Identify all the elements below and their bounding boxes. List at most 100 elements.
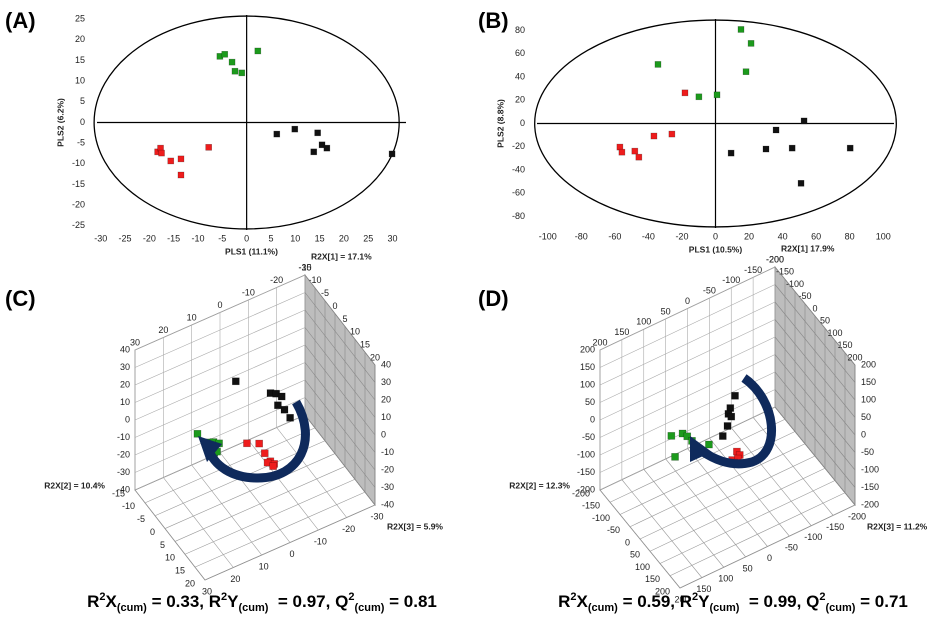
x-tick-label: 20: [339, 233, 349, 243]
y-tick-label: -150: [577, 467, 595, 477]
y-tick-label: 20: [75, 34, 85, 44]
x-tick-label: -15: [112, 488, 125, 498]
x-tick-label: 5: [268, 233, 273, 243]
grid-line: [599, 489, 681, 589]
z-tick-label: -10: [314, 536, 327, 546]
y-tick-label: -150: [861, 482, 879, 492]
y-tick-label: -20: [381, 464, 394, 474]
grid-line: [774, 284, 856, 383]
point: [238, 69, 246, 77]
grid-line: [774, 301, 856, 401]
grid-line: [304, 379, 376, 471]
z-tick-label: 10: [187, 312, 197, 322]
x-tick-label: 50: [630, 550, 640, 560]
caption-part: (cum): [239, 602, 269, 614]
x-tick-label: 200: [847, 352, 862, 362]
caption: R2X(cum) = 0.33, R2Y(cum) = 0.97, Q2(cum…: [87, 591, 437, 614]
x-tick-label: 0: [244, 233, 249, 243]
x-tick-label: -40: [642, 231, 655, 241]
grid-line: [134, 292, 306, 368]
point: [705, 440, 713, 449]
y-tick-label: -30: [117, 467, 130, 477]
caption-part: (cum): [710, 602, 740, 614]
grid-line: [774, 319, 856, 418]
grid-line: [304, 344, 376, 436]
grid-line: [219, 452, 291, 543]
x-tick-label: 0: [150, 527, 155, 537]
x-tick-label: 10: [290, 233, 300, 243]
grid-line: [304, 414, 376, 506]
x-tick-label: 10: [350, 327, 360, 337]
y-tick-label: -10: [72, 158, 85, 168]
caption-part: R: [558, 592, 570, 611]
z-tick-label: 0: [767, 553, 772, 563]
grid-line: [134, 274, 306, 351]
z-tick-label: 50: [661, 306, 671, 316]
x-tick-label: -10: [122, 501, 135, 511]
point: [631, 147, 639, 155]
x-tick-label: 0: [713, 231, 718, 241]
x-tick-label: -100: [786, 279, 804, 289]
grid-line: [599, 301, 776, 386]
grid-line: [599, 319, 776, 403]
grid-line: [248, 439, 319, 531]
y-tick-label: -100: [577, 449, 595, 459]
y-tick-label: 25: [75, 14, 85, 24]
point: [318, 141, 326, 149]
panel-label: (A): [5, 8, 36, 33]
point: [772, 126, 780, 134]
point: [193, 429, 202, 438]
x-tick-label: 20: [185, 578, 195, 588]
y-tick-label: 10: [75, 76, 85, 86]
x-tick-label: -20: [143, 233, 156, 243]
y-tick-label: 10: [120, 397, 130, 407]
panel-label: (C): [5, 286, 36, 311]
point: [221, 50, 229, 58]
x-tick-label: -200: [766, 254, 784, 264]
point: [788, 144, 796, 152]
caption-part: = 0.97, Q: [268, 592, 348, 611]
y-tick-label: 150: [580, 362, 595, 372]
point: [228, 58, 236, 66]
z-tick-label: -150: [744, 265, 762, 275]
x-tick-label: -5: [321, 288, 329, 298]
y-tick-label: 50: [861, 412, 871, 422]
y-tick-label: 20: [381, 394, 391, 404]
x-tick-label: 30: [388, 233, 398, 243]
y-tick-label: 0: [520, 118, 525, 128]
x-tick-label: 150: [837, 340, 852, 350]
grid-line: [643, 469, 724, 568]
x-tick-label: 20: [370, 352, 380, 362]
point: [255, 439, 263, 448]
x-tick-label: -150: [582, 501, 600, 511]
x-tick-label: 50: [820, 316, 830, 326]
grid-line: [774, 266, 856, 366]
z-tick-label: 50: [743, 563, 753, 573]
point: [291, 125, 299, 133]
caption: R2X(cum) = 0.59, R2Y(cum) = 0.99, Q2(cum…: [558, 591, 908, 614]
y-tick-label: -50: [861, 447, 874, 457]
y-tick-label: 80: [515, 25, 525, 35]
x-tick-label: 80: [845, 231, 855, 241]
z-tick-label: -150: [826, 522, 844, 532]
x-tick-label: -100: [592, 513, 610, 523]
grid-line: [304, 362, 376, 453]
point: [618, 148, 626, 156]
y-tick-label: -50: [582, 432, 595, 442]
grid-line: [191, 464, 262, 556]
grid-line: [134, 397, 306, 473]
point: [280, 405, 289, 414]
grid-line: [731, 427, 812, 526]
point: [243, 439, 251, 448]
point: [286, 413, 294, 422]
y-tick-label: 15: [75, 55, 85, 65]
y-tick-label: 5: [80, 96, 85, 106]
y-tick-label: 20: [120, 379, 130, 389]
z-axis-title: R2X[3] = 5.9%: [387, 521, 443, 531]
z-tick-label: -100: [804, 532, 822, 542]
grid-line: [134, 362, 306, 438]
grid-line: [709, 437, 790, 537]
caption-part: 2: [819, 591, 825, 603]
grid-line: [304, 274, 376, 366]
caption-part: = 0.99, Q: [739, 592, 819, 611]
